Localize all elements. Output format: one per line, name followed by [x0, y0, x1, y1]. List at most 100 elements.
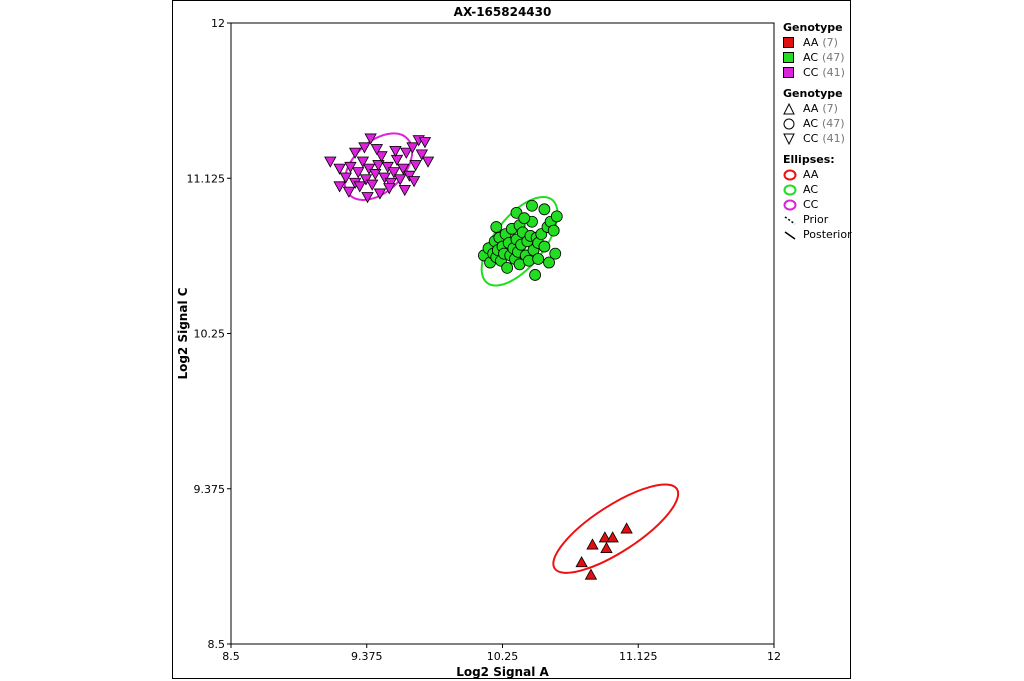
- point-cc: [333, 181, 346, 193]
- legend-shape-ac: AC (47): [783, 116, 845, 131]
- point-cc: [353, 181, 366, 193]
- triangle-up-icon: [783, 101, 799, 116]
- green-ellipse-icon: [783, 182, 799, 197]
- y-tick-label: 12: [211, 17, 225, 30]
- x-tick-label: 10.25: [487, 650, 519, 663]
- point-ac: [538, 203, 551, 216]
- point-cc: [370, 144, 384, 156]
- triangle-down-icon: [783, 131, 799, 146]
- point-cc: [407, 176, 421, 188]
- legend-posterior-label: Posterior: [803, 228, 852, 241]
- y-tick-label: 9.375: [194, 483, 226, 496]
- legend-shape-label-aa: AA: [803, 102, 819, 115]
- ellipse-aa: [552, 483, 680, 574]
- legend-ellipses: Ellipses: AA AC CC Prior Posterior: [783, 152, 852, 242]
- point-cc: [421, 156, 435, 168]
- legend-genotype-color: Genotype AA (7) AC (47) CC (41): [783, 20, 845, 80]
- point-ac: [549, 247, 562, 260]
- legend-shape-count-cc: (41): [822, 132, 845, 145]
- magenta-square-icon: [783, 65, 799, 80]
- point-ac: [490, 221, 503, 233]
- point-aa: [600, 541, 613, 553]
- point-cc: [373, 188, 387, 200]
- legend-prior-label: Prior: [803, 213, 829, 226]
- legend-item-aa: AA (7): [783, 35, 845, 50]
- point-ac: [547, 224, 560, 237]
- legend-item-ac: AC (47): [783, 50, 845, 65]
- point-cc: [406, 142, 419, 154]
- point-ac: [543, 256, 555, 269]
- legend-shape-label-cc: CC: [803, 132, 819, 145]
- legend-count-aa: (7): [822, 36, 838, 49]
- legend-item-cc: CC (41): [783, 65, 845, 80]
- chart-title: AX-165824430: [454, 5, 552, 19]
- point-cc: [397, 163, 410, 175]
- red-ellipse-icon: [783, 167, 799, 182]
- scatter-plot: 8.5 9.375 10.25 11.125 12 8.5 9.375 10.25 11.125…: [176, 5, 782, 679]
- legend-prior: Prior: [783, 212, 852, 227]
- point-aa: [606, 531, 619, 543]
- legend-shape-count-ac: (47): [822, 117, 845, 130]
- point-aa: [584, 568, 598, 580]
- magenta-ellipse-icon: [783, 197, 799, 212]
- legend-title-genotype-shape: Genotype: [783, 87, 843, 100]
- legend-title-ellipses: Ellipses:: [783, 153, 835, 166]
- point-cc: [369, 169, 382, 181]
- legend-ellipse-cc: CC: [783, 197, 852, 212]
- point-cc: [418, 137, 432, 149]
- legend-shape-cc: CC (41): [783, 131, 845, 146]
- circle-icon: [783, 116, 799, 131]
- legend-ellipse-aa: AA: [783, 167, 852, 182]
- point-ac: [518, 212, 531, 225]
- legend-shape-count-aa: (7): [822, 102, 838, 115]
- point-ac: [529, 269, 541, 281]
- legend-title-genotype: Genotype: [783, 21, 843, 34]
- x-tick-label: 9.375: [351, 650, 383, 663]
- point-cc: [390, 154, 404, 166]
- point-cc: [339, 172, 352, 184]
- legend-ellipse-label-aa: AA: [803, 168, 819, 181]
- legend-label-aa: AA: [803, 36, 819, 49]
- point-cc: [375, 151, 388, 163]
- point-ac: [532, 253, 545, 265]
- red-square-icon: [783, 35, 799, 50]
- x-tick-label: 12: [767, 650, 781, 663]
- point-cc: [389, 145, 402, 158]
- x-axis-label: Log2 Signal A: [456, 665, 549, 679]
- point-cc: [415, 149, 429, 161]
- point-aa: [598, 531, 612, 543]
- legend-ellipse-label-ac: AC: [803, 183, 819, 196]
- point-aa: [620, 522, 633, 534]
- point-aa: [575, 556, 588, 568]
- point-ac: [550, 210, 563, 223]
- y-axis-label: Log2 Signal C: [176, 287, 190, 379]
- point-ac: [501, 261, 514, 274]
- ticks-group: 8.5 9.375 10.25 11.125 12 8.5 9.375 10.25 11.125…: [187, 17, 782, 663]
- legend-count-cc: (41): [822, 66, 845, 79]
- legend-label-cc: CC: [803, 66, 819, 79]
- legend-shape-aa: AA (7): [783, 101, 845, 116]
- legend-shape-label-ac: AC: [803, 117, 819, 130]
- point-cc: [333, 163, 346, 175]
- y-tick-label: 8.5: [208, 638, 226, 651]
- point-aa: [586, 538, 599, 550]
- points-group: [324, 133, 633, 580]
- dashed-line-icon: [783, 212, 799, 227]
- point-cc: [409, 160, 422, 172]
- y-tick-label: 10.25: [194, 328, 226, 341]
- point-cc: [398, 184, 411, 197]
- chart-frame: 8.5 9.375 10.25 11.125 12 8.5 9.375 10.25 11.125…: [172, 0, 851, 679]
- legend-posterior: Posterior: [783, 227, 852, 242]
- point-cc: [387, 167, 401, 179]
- point-cc: [400, 147, 413, 159]
- legend-ellipse-ac: AC: [783, 182, 852, 197]
- plot-area: [230, 22, 775, 645]
- point-cc: [352, 167, 365, 179]
- point-cc: [342, 186, 356, 198]
- legend-label-ac: AC: [803, 51, 819, 64]
- point-cc: [348, 147, 362, 159]
- point-cc: [366, 179, 379, 191]
- point-cc: [361, 192, 374, 204]
- point-cc: [383, 183, 396, 195]
- point-ac: [526, 199, 538, 212]
